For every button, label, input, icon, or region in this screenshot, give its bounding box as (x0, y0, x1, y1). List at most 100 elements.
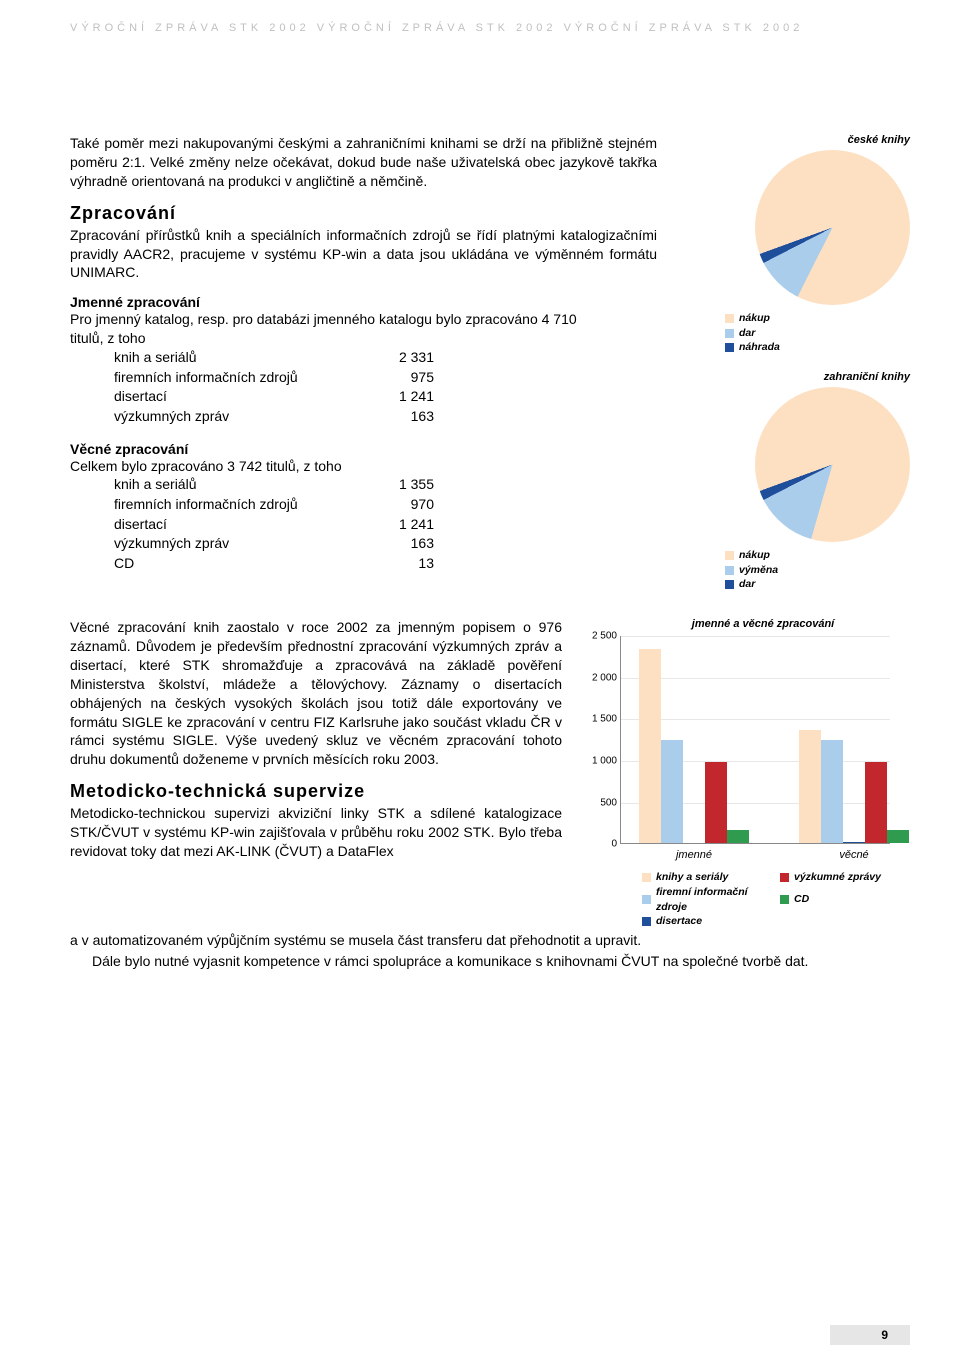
x-group-label: věcné (839, 849, 868, 861)
jmenne-heading: Jmenné zpracování (70, 294, 657, 310)
bar-chart-plot-area: 05001 0001 5002 0002 500jmennévěcné (620, 636, 890, 844)
page-number: 9 (830, 1325, 910, 1345)
barchart-column: jmenné a věcné zpracování 05001 0001 500… (590, 618, 910, 929)
data-row: disertací1 241 (70, 387, 657, 407)
legend-label: výměna (739, 563, 778, 578)
row-value: 975 (374, 368, 434, 388)
pie1-legend: nákupdarnáhrada (725, 311, 910, 355)
legend-label: dar (739, 577, 755, 592)
legend-label: CD (794, 892, 809, 907)
zpracovani-body: Zpracování přírůstků knih a speciálních … (70, 226, 657, 283)
legend-item: disertace (642, 914, 772, 929)
legend-label: nákup (739, 548, 770, 563)
y-tick-label: 1 000 (583, 755, 617, 766)
data-row: výzkumných zpráv163 (70, 407, 657, 427)
legend-item: dar (725, 326, 910, 341)
legend-swatch (780, 895, 789, 904)
row-label: výzkumných zpráv (114, 534, 374, 554)
row-value: 13 (374, 554, 434, 574)
bar (727, 830, 749, 844)
bar (705, 762, 727, 843)
row-label: firemních informačních zdrojů (114, 495, 374, 515)
legend-item: náhrada (725, 340, 910, 355)
barchart-legend: knihy a seriály výzkumné zprávy firemní in… (642, 870, 910, 929)
para-vecne-delay: Věcné zpracování knih zaostalo v roce 20… (70, 618, 562, 769)
main-text-column: Také poměr mezi nakupovanými českými a z… (70, 134, 657, 608)
side-charts-column: české knihy nákupdarnáhrada zahraniční k… (685, 134, 910, 608)
legend-swatch (642, 873, 651, 882)
row-value: 163 (374, 534, 434, 554)
legend-label: firemní informační zdroje (656, 885, 772, 914)
legend-swatch (725, 551, 734, 560)
running-header: VÝROČNÍ ZPRÁVA STK 2002 VÝROČNÍ ZPRÁVA S… (70, 22, 910, 34)
data-row: výzkumných zpráv163 (70, 534, 657, 554)
legend-swatch (725, 329, 734, 338)
vecne-lead: Celkem bylo zpracováno 3 742 titulů, z t… (70, 457, 657, 476)
legend-label: náhrada (739, 340, 780, 355)
data-row: knih a seriálů2 331 (70, 348, 657, 368)
legend-swatch (725, 580, 734, 589)
pie2-legend: nákupvýměnadar (725, 548, 910, 592)
legend-swatch (780, 873, 789, 882)
row-label: výzkumných zpráv (114, 407, 374, 427)
legend-item: výměna (725, 563, 910, 578)
bar (821, 740, 843, 843)
pie-chart-ceske-knihy (755, 150, 910, 305)
bar (843, 842, 865, 843)
y-tick-label: 1 500 (583, 714, 617, 725)
row-value: 2 331 (374, 348, 434, 368)
jmenne-lead-b: titulů, z toho (70, 329, 590, 348)
legend-item: dar (725, 577, 910, 592)
jmenne-lead-a: Pro jmenný katalog, resp. pro databázi j… (70, 310, 657, 329)
legend-swatch (642, 895, 651, 904)
metodicko-body-narrow: Metodicko-technickou supervizi akviziční… (70, 804, 562, 861)
row-label: disertací (114, 515, 374, 535)
legend-item: CD (780, 885, 910, 914)
legend-swatch (725, 314, 734, 323)
legend-item: nákup (725, 548, 910, 563)
metodicko-body-wide: a v automatizovaném výpůjčním systému se… (70, 931, 910, 950)
row-value: 1 355 (374, 475, 434, 495)
legend-item: nákup (725, 311, 910, 326)
metodicko-body-indent: Dále bylo nutné vyjasnit kompetence v rá… (70, 952, 910, 971)
legend-item: firemní informační zdroje (642, 885, 772, 914)
bar (661, 740, 683, 843)
y-tick-label: 0 (583, 839, 617, 850)
row-value: 970 (374, 495, 434, 515)
y-tick-label: 2 000 (583, 672, 617, 683)
row-label: disertací (114, 387, 374, 407)
bar (799, 730, 821, 843)
pie2-title: zahraniční knihy (685, 371, 910, 383)
barchart-title: jmenné a věcné zpracování (616, 618, 910, 630)
legend-item: výzkumné zprávy (780, 870, 910, 885)
section-title-zpracovani: Zpracování (70, 203, 657, 224)
legend-item: knihy a seriály (642, 870, 772, 885)
x-group-label: jmenné (676, 849, 712, 861)
data-row: disertací1 241 (70, 515, 657, 535)
intro-paragraph: Také poměr mezi nakupovanými českými a z… (70, 134, 657, 191)
legend-label: disertace (656, 914, 702, 929)
row-label: CD (114, 554, 374, 574)
data-row: CD13 (70, 554, 657, 574)
vecne-heading: Věcné zpracování (70, 441, 657, 457)
bar-chart-zpracovani: 05001 0001 5002 0002 500jmennévěcné (580, 636, 890, 866)
row-value: 1 241 (374, 515, 434, 535)
row-label: firemních informačních zdrojů (114, 368, 374, 388)
legend-swatch (725, 343, 734, 352)
bar (639, 649, 661, 843)
bar (865, 762, 887, 843)
row-value: 163 (374, 407, 434, 427)
legend-swatch (725, 566, 734, 575)
row-label: knih a seriálů (114, 348, 374, 368)
legend-swatch (642, 917, 651, 926)
pie-chart-zahranicni-knihy (755, 387, 910, 542)
jmenne-rows: knih a seriálů2 331firemních informačníc… (70, 348, 657, 426)
bar (887, 830, 909, 844)
legend-label: dar (739, 326, 755, 341)
legend-label: knihy a seriály (656, 870, 728, 885)
pie1-title: české knihy (685, 134, 910, 146)
legend-label: nákup (739, 311, 770, 326)
data-row: firemních informačních zdrojů975 (70, 368, 657, 388)
section-title-metodicko: Metodicko-technická supervize (70, 781, 562, 802)
row-value: 1 241 (374, 387, 434, 407)
